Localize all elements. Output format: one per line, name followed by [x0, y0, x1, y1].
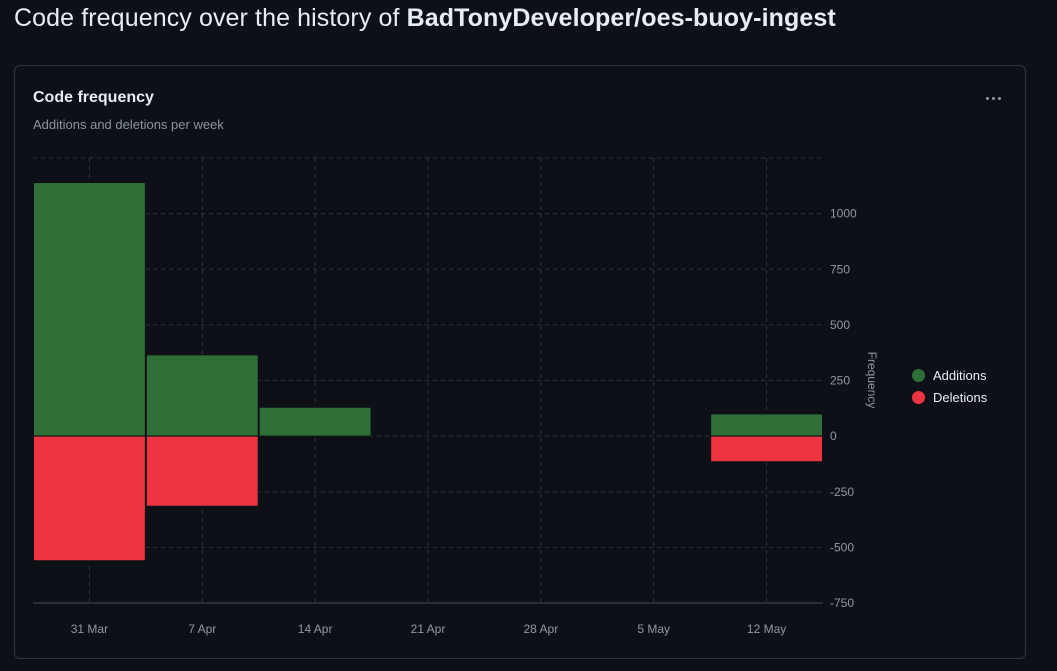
deletions-bar-1	[146, 436, 258, 506]
y-tick-label: -500	[830, 540, 854, 554]
y-tick-label: 500	[830, 318, 850, 332]
y-tick-label: -750	[830, 596, 854, 610]
x-tick-label: 7 Apr	[188, 622, 216, 636]
additions-bar-0	[34, 182, 146, 436]
x-tick-label: 21 Apr	[411, 622, 446, 636]
x-tick-label: 5 May	[637, 622, 670, 636]
additions-bar-6	[711, 414, 823, 436]
page-title-prefix: Code frequency over the history of	[14, 4, 400, 32]
x-tick-label: 12 May	[747, 622, 786, 636]
y-tick-label: 750	[830, 262, 850, 276]
deletions-bar-0	[34, 436, 146, 561]
additions-bar-2	[259, 407, 371, 436]
legend-swatch-additions	[912, 369, 925, 382]
legend-label-deletions: Deletions	[933, 390, 987, 405]
y-tick-label: -250	[830, 485, 854, 499]
legend-label-additions: Additions	[933, 368, 986, 383]
legend-item-additions[interactable]: Additions	[912, 364, 987, 386]
code-frequency-card: Code frequency Additions and deletions p…	[14, 65, 1026, 659]
x-tick-label: 14 Apr	[298, 622, 333, 636]
code-frequency-chart: 1000 750 500 250 0 -250 -500 -750 31 Mar 7 Apr 14 …	[15, 66, 1025, 658]
x-tick-label: 31 Mar	[71, 622, 108, 636]
y-tick-label: 1000	[830, 207, 857, 221]
legend-item-deletions[interactable]: Deletions	[912, 386, 987, 408]
y-tick-label: 0	[830, 429, 837, 443]
y-tick-label: 250	[830, 374, 850, 388]
repo-name[interactable]: BadTonyDeveloper/oes-buoy-ingest	[407, 4, 836, 32]
page-title: Code frequency over the history of BadTo…	[14, 4, 836, 33]
deletions-bar-6	[711, 436, 823, 462]
additions-bar-1	[146, 355, 258, 436]
legend-swatch-deletions	[912, 391, 925, 404]
chart-legend: Additions Deletions	[912, 364, 987, 408]
y-axis-title: Frequency	[865, 352, 879, 409]
x-tick-label: 28 Apr	[524, 622, 559, 636]
